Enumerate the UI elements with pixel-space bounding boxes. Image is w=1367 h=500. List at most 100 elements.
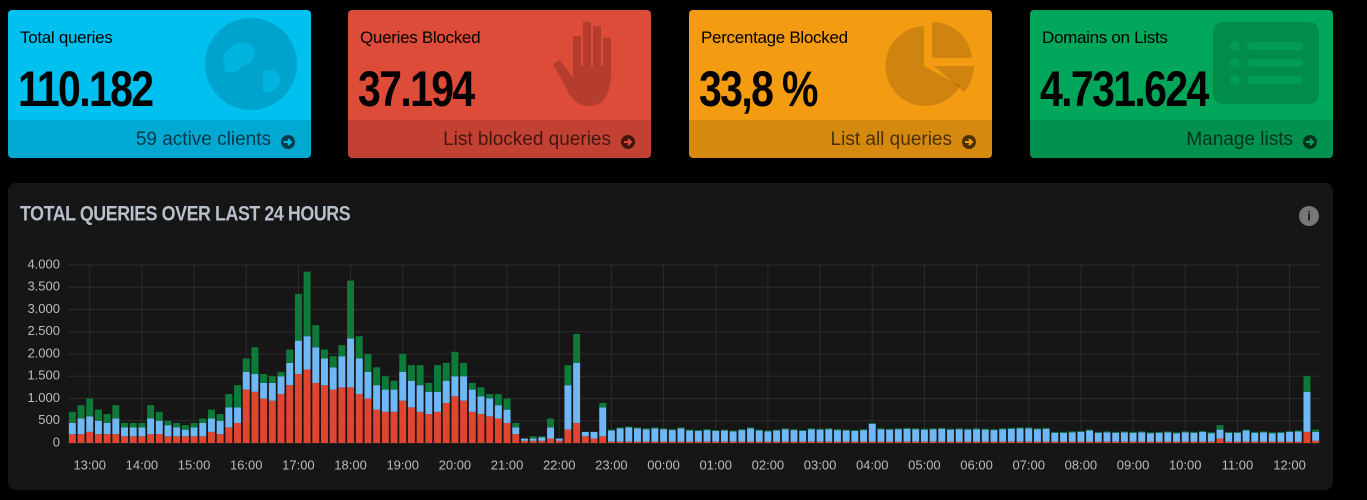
bar-segment	[121, 436, 128, 443]
bar-segment	[486, 394, 494, 399]
bar-segment	[764, 441, 772, 443]
card-footer[interactable]: List blocked queries	[348, 120, 651, 158]
bar-segment	[590, 438, 598, 443]
bar-segment	[825, 428, 833, 430]
bar-segment	[686, 441, 694, 443]
bar-segment	[1233, 431, 1241, 433]
bar-segment	[416, 411, 424, 443]
card-value: 110.182	[18, 61, 154, 117]
bar-segment	[312, 347, 320, 383]
bar-segment	[642, 429, 650, 442]
bar-segment	[512, 427, 520, 435]
chart-panel: TOTAL QUERIES OVER LAST 24 HOURS i 0 500 1…	[8, 183, 1333, 490]
x-tick-label: 13:00	[73, 457, 106, 472]
bar-segment	[442, 380, 450, 403]
bar-segment	[807, 441, 815, 443]
bar-segment	[355, 358, 363, 395]
bar-segment	[538, 437, 546, 441]
x-tick-label: 12:00	[1273, 457, 1306, 472]
bar-segment	[860, 430, 868, 442]
bar-segment	[616, 441, 624, 443]
bar-segment	[555, 438, 563, 441]
bar-segment	[1225, 431, 1233, 433]
list-icon	[1213, 22, 1319, 104]
x-tick-label: 14:00	[126, 457, 159, 472]
bar-segment	[1068, 431, 1076, 433]
bar-segment	[364, 354, 372, 372]
bar-segment	[1251, 432, 1259, 442]
bar-segment	[1207, 441, 1215, 443]
info-icon[interactable]	[1299, 206, 1319, 226]
bar-segment	[94, 420, 102, 435]
bar-segment	[355, 394, 363, 443]
bar-segment	[790, 429, 798, 431]
bar-segment	[1277, 441, 1285, 443]
stat-card[interactable]: Domains on Lists 4.731.624 Manage lists	[1030, 10, 1333, 158]
bar-segment	[712, 430, 720, 442]
bar-segment	[1033, 428, 1041, 430]
bar-segment	[833, 429, 841, 431]
bar-segment	[1103, 431, 1111, 433]
bar-segment	[173, 427, 181, 437]
bar-segment	[747, 428, 754, 442]
bar-segment	[1303, 431, 1311, 443]
card-title: Queries Blocked	[360, 28, 481, 47]
bar-segment	[999, 441, 1007, 443]
bar-segment	[755, 430, 763, 442]
bar-segment	[390, 389, 398, 412]
y-tick-label: 3.500	[27, 279, 60, 294]
bar-segment	[1190, 441, 1198, 443]
stat-card[interactable]: Queries Blocked 37.194 List blocked quer…	[348, 10, 651, 158]
bar-segment	[77, 418, 85, 435]
bar-segment	[68, 434, 76, 443]
bar-segment	[634, 441, 641, 443]
bar-segment	[451, 396, 459, 443]
bar-segment	[747, 427, 754, 429]
bar-segment	[1103, 432, 1111, 442]
bar-segment	[764, 431, 772, 442]
bar-segment	[1138, 432, 1146, 442]
bar-segment	[1077, 430, 1085, 432]
bar-segment	[312, 382, 320, 443]
bar-segment	[729, 431, 737, 442]
stat-card[interactable]: Total queries 110.182 59 active clients	[8, 10, 311, 158]
bar-segment	[216, 434, 224, 443]
bar-segment	[147, 434, 155, 443]
bar-segment	[1112, 441, 1120, 443]
bar-segment	[260, 374, 268, 383]
bar-segment	[964, 429, 972, 442]
bar-segment	[981, 428, 989, 430]
bar-segment	[1216, 429, 1224, 439]
bar-segment	[564, 385, 572, 430]
bar-segment	[964, 441, 972, 443]
bar-segment	[947, 441, 954, 443]
bar-segment	[181, 436, 189, 443]
bar-segment	[590, 431, 598, 439]
bar-segment	[260, 382, 268, 399]
bar-segment	[442, 402, 450, 443]
bar-segment	[1164, 441, 1172, 443]
bar-segment	[720, 429, 728, 431]
bar-segment	[903, 428, 911, 442]
bar-segment	[329, 389, 337, 443]
bar-segment	[1129, 441, 1137, 443]
bar-segment	[303, 369, 311, 443]
bar-segment	[164, 420, 172, 426]
card-footer[interactable]: List all queries	[689, 120, 992, 158]
bar-segment	[1242, 429, 1250, 431]
bar-segment	[112, 405, 120, 419]
y-tick-label: 2.500	[27, 323, 60, 338]
bar-segment	[790, 430, 798, 442]
bar-segment	[686, 429, 694, 431]
bar-segment	[851, 441, 859, 443]
bar-segment	[373, 385, 381, 410]
bar-segment	[886, 429, 894, 442]
bar-segment	[1303, 391, 1311, 432]
bar-segment	[955, 428, 963, 430]
card-footer[interactable]: Manage lists	[1030, 120, 1333, 158]
stat-card[interactable]: Percentage Blocked 33,8 % List all queri…	[689, 10, 992, 158]
bar-segment	[1016, 428, 1024, 442]
bar-segment	[234, 422, 242, 443]
card-footer[interactable]: 59 active clients	[8, 120, 311, 158]
bar-segment	[181, 425, 189, 430]
